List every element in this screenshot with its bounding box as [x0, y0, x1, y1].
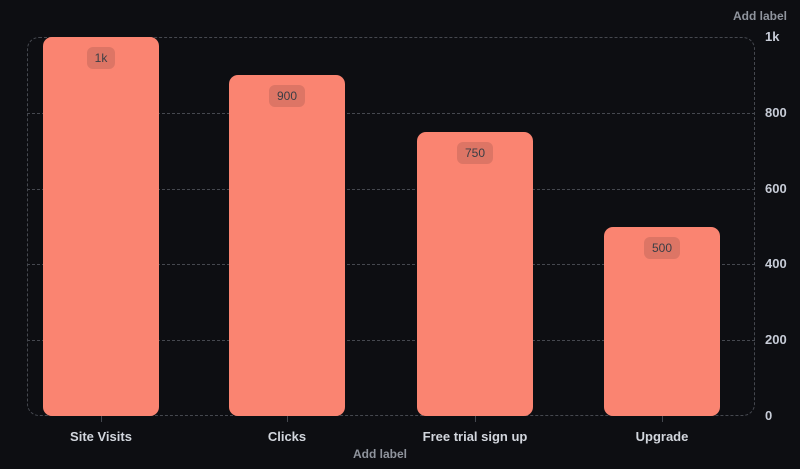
- x-axis-tick: [662, 416, 663, 422]
- bar-value-badge: 500: [643, 236, 681, 259]
- add-label-button-y-axis[interactable]: Add label: [732, 9, 787, 23]
- y-axis-tick-label: 1k: [765, 29, 780, 44]
- y-axis-tick-label: 400: [765, 256, 787, 272]
- x-axis-category-label[interactable]: Site Visits: [70, 429, 132, 444]
- gridline: [27, 340, 755, 342]
- gridline: [27, 112, 755, 114]
- bar-upgrade[interactable]: 500: [604, 226, 720, 416]
- gridline: [27, 264, 755, 266]
- x-axis-category-label[interactable]: Clicks: [267, 429, 307, 444]
- y-axis-tick-label: 800: [765, 104, 787, 120]
- x-axis-category-label[interactable]: Upgrade: [635, 429, 689, 444]
- bar-free-trial-sign-up[interactable]: 750: [417, 131, 533, 416]
- y-axis-tick-label: 200: [765, 332, 787, 348]
- x-axis-category-label[interactable]: Free trial sign up: [422, 429, 528, 444]
- y-axis-tick-label: 0: [765, 408, 773, 423]
- y-axis-tick-label: 600: [765, 180, 787, 196]
- plot-area-border: [27, 37, 755, 416]
- x-axis-tick: [475, 416, 476, 422]
- bar-value-badge: 1k: [86, 47, 116, 70]
- bar-clicks[interactable]: 900: [229, 74, 345, 416]
- bar-value-badge: 750: [456, 141, 494, 165]
- gridline: [27, 188, 755, 190]
- add-label-button-x-axis[interactable]: Add label: [352, 447, 407, 461]
- bar-site-visits[interactable]: 1k: [43, 37, 159, 416]
- x-axis-tick: [287, 416, 288, 422]
- x-axis-tick: [101, 416, 102, 422]
- bar-value-badge: 900: [268, 84, 306, 108]
